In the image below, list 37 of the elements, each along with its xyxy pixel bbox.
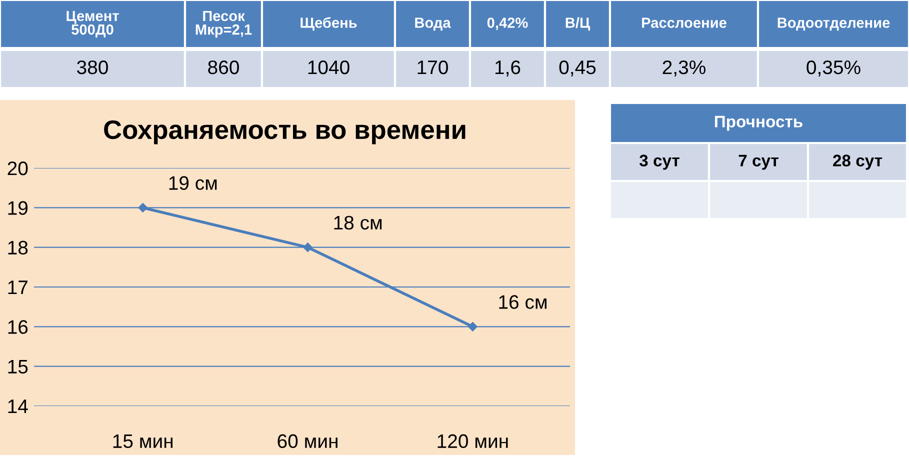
category-label: 7 сут bbox=[738, 154, 778, 170]
category-label: Водоотделение bbox=[778, 18, 890, 31]
category-label: Щебень bbox=[300, 17, 357, 31]
y-tick-label: 14 bbox=[8, 400, 28, 414]
x-tick-label: 15 мин bbox=[113, 434, 173, 448]
text: 860 bbox=[208, 60, 239, 74]
x-tick-label: 120 мин bbox=[438, 434, 508, 448]
point bbox=[468, 322, 478, 332]
y-tick-label: 15 bbox=[8, 360, 28, 374]
category-label: Вода bbox=[415, 18, 451, 31]
category-label: 28 сут bbox=[833, 154, 882, 170]
y-tick-label: 20 bbox=[8, 161, 28, 176]
text: 2,3% bbox=[662, 60, 706, 77]
y-tick-label: 18 bbox=[8, 240, 28, 255]
category-label: 0,42% bbox=[487, 18, 528, 30]
text: 170 bbox=[418, 60, 448, 74]
category-label: Песок Мкр=2,1 bbox=[196, 10, 252, 38]
text: 0,45 bbox=[559, 60, 596, 77]
category-label: 3 сут bbox=[639, 154, 680, 170]
chart-title: Сохраняемость во времени bbox=[104, 120, 466, 144]
category-label: В/Ц bbox=[566, 17, 590, 31]
text: 0,35% bbox=[806, 60, 860, 77]
text: 18 см bbox=[334, 216, 382, 230]
x-tick-label: 60 мин bbox=[278, 434, 338, 448]
text: 380 bbox=[77, 60, 108, 74]
text: Прочность bbox=[714, 116, 802, 131]
text: 16 см bbox=[499, 295, 546, 309]
text: 1,6 bbox=[495, 60, 520, 77]
text: 19 см bbox=[169, 176, 217, 190]
text: 1040 bbox=[308, 60, 350, 74]
point bbox=[138, 203, 148, 212]
point bbox=[303, 242, 312, 252]
y-tick-label: 17 bbox=[8, 280, 28, 294]
category-label: Цемент 500Д0 bbox=[66, 10, 119, 38]
y-tick-label: 16 bbox=[8, 320, 28, 334]
category-label: Расслоение bbox=[642, 18, 726, 28]
y-tick-label: 19 bbox=[8, 201, 28, 215]
